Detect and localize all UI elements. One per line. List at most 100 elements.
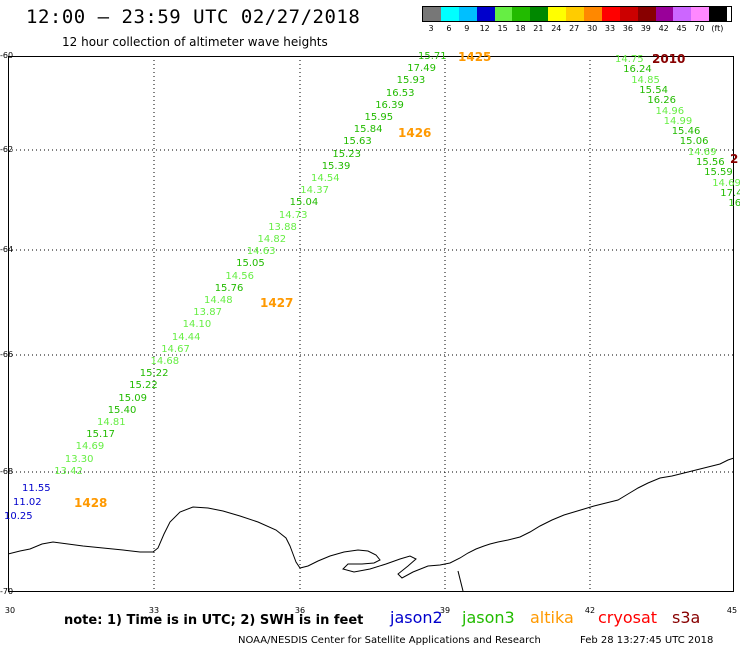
scale-label: 45 [676,24,687,33]
pass-time-label: 1427 [260,296,294,310]
scale-label: 33 [604,24,616,33]
graticule [8,56,734,592]
wave-height-label: 14.81 [97,417,126,428]
wave-height-label: 14.69 [687,146,717,158]
wave-height-label: 14.68 [150,356,180,367]
wave-height-label: 15.84 [353,124,383,136]
color-scale-swatches [422,6,732,22]
scale-label: 27 [569,24,580,33]
scale-swatch [637,7,656,21]
wave-height-label: 15.05 [236,258,265,270]
wave-height-label: 14.73 [278,209,308,221]
generated-timestamp: Feb 28 13:27:45 UTC 2018 [580,635,714,646]
scale-swatch [584,7,602,21]
scale-swatch [494,7,513,21]
wave-height-label: 14.96 [655,105,685,117]
scale-swatch [601,7,620,21]
pass-time-label: 2010 [652,52,686,66]
scale-swatch [655,7,674,21]
longitude-tick: 45 [726,606,738,615]
footnote: note: 1) Time is in UTC; 2) SWH is in fe… [64,613,364,628]
wave-height-label: 14.69 [75,441,105,453]
scale-swatch [476,7,495,21]
wave-height-label: 15.22 [129,380,158,392]
scale-swatch [691,7,710,21]
scale-label: 9 [464,24,470,33]
wave-height-label: 13.87 [193,307,222,319]
scale-swatch [512,7,531,21]
wave-height-label: 15.46 [671,126,701,138]
wave-height-label: 13.88 [268,221,297,233]
scale-label: 70 [694,24,705,33]
wave-height-label: 11.02 [13,497,42,508]
latitude-tick: -62 [0,145,14,154]
pass-time-label: 2 [730,152,739,166]
wave-height-label: 10.25 [4,511,33,522]
wave-height-label: 14.67 [161,343,190,355]
scale-label: 3 [428,24,434,33]
wave-height-label: 16 [728,198,740,210]
wave-height-label: 15.06 [679,136,709,148]
wave-height-label: 15.54 [639,84,668,96]
scale-label: 39 [640,24,651,33]
wave-height-label: 11.55 [22,483,51,494]
scale-swatch [709,7,728,21]
coast-inlet [457,570,464,592]
wave-height-label: 15.56 [696,157,725,168]
wave-height-label: 14.37 [300,185,329,197]
wave-height-label: 15.04 [289,197,319,209]
wave-height-label: 16.26 [647,95,677,107]
wave-height-label: 14.75 [615,54,644,65]
wave-height-label: 14.44 [171,331,201,343]
wave-height-label: 16.53 [385,87,415,99]
wave-height-label: 14.99 [663,115,693,127]
wave-height-label: 14.82 [257,234,287,245]
pass-time-label: 1425 [458,50,492,64]
map-title: 12:00 – 23:59 UTC 02/27/2018 [26,6,361,28]
wave-height-label: 15.71 [418,51,447,62]
latitude-tick: -66 [0,350,14,359]
longitude-tick: 30 [4,606,16,615]
latitude-tick: -60 [0,51,14,60]
wave-height-label: 16.24 [623,64,652,76]
legend-jason3: jason3 [462,608,515,627]
wave-height-label: 17.49 [407,63,436,75]
wave-height-label: 14.54 [311,173,340,184]
scale-swatch [566,7,585,21]
scale-label: 30 [587,24,598,33]
legend-altika: altika [530,608,574,627]
longitude-tick: 39 [439,606,451,615]
credit-line: NOAA/NESDIS Center for Satellite Applica… [238,635,541,646]
wave-height-label: 15.93 [396,75,426,87]
legend-s3a: s3a [672,608,701,627]
scale-label: 6 [446,24,452,33]
color-scale-labels: 3 6 9 12 15 18 21 24 27 30 33 36 39 42 45 70 (ft) [422,22,732,34]
latitude-tick: -68 [0,467,14,476]
wave-height-label: 13.42 [54,465,83,477]
scale-label: 21 [533,24,544,33]
pass-time-label: 1426 [398,126,432,140]
wave-height-label: 15.40 [107,404,137,416]
scale-label: 12 [479,24,490,33]
wave-height-label: 15.09 [118,392,148,404]
scale-swatch [548,7,567,21]
legend-cryosat: cryosat [598,608,658,627]
wave-height-label: 14.85 [631,74,660,86]
scale-label: 18 [515,24,526,33]
map-area [8,56,734,592]
wave-height-label: 13.30 [64,453,94,465]
wave-height-label: 15.22 [139,368,169,380]
wave-height-label: 14.56 [225,270,255,282]
latitude-tick: -64 [0,245,14,254]
scale-label: 15 [497,24,508,33]
scale-swatch [673,7,692,21]
wave-height-label: 14.63 [246,246,276,258]
wave-height-label: 15.17 [86,429,115,441]
wave-height-label: 17.4 [720,187,740,199]
scale-swatch [423,7,441,21]
scale-swatch [440,7,459,21]
longitude-tick: 42 [584,606,596,615]
wave-height-label: 15.39 [321,160,351,172]
scale-swatch [530,7,549,21]
wave-height-label: 15.95 [364,112,394,123]
